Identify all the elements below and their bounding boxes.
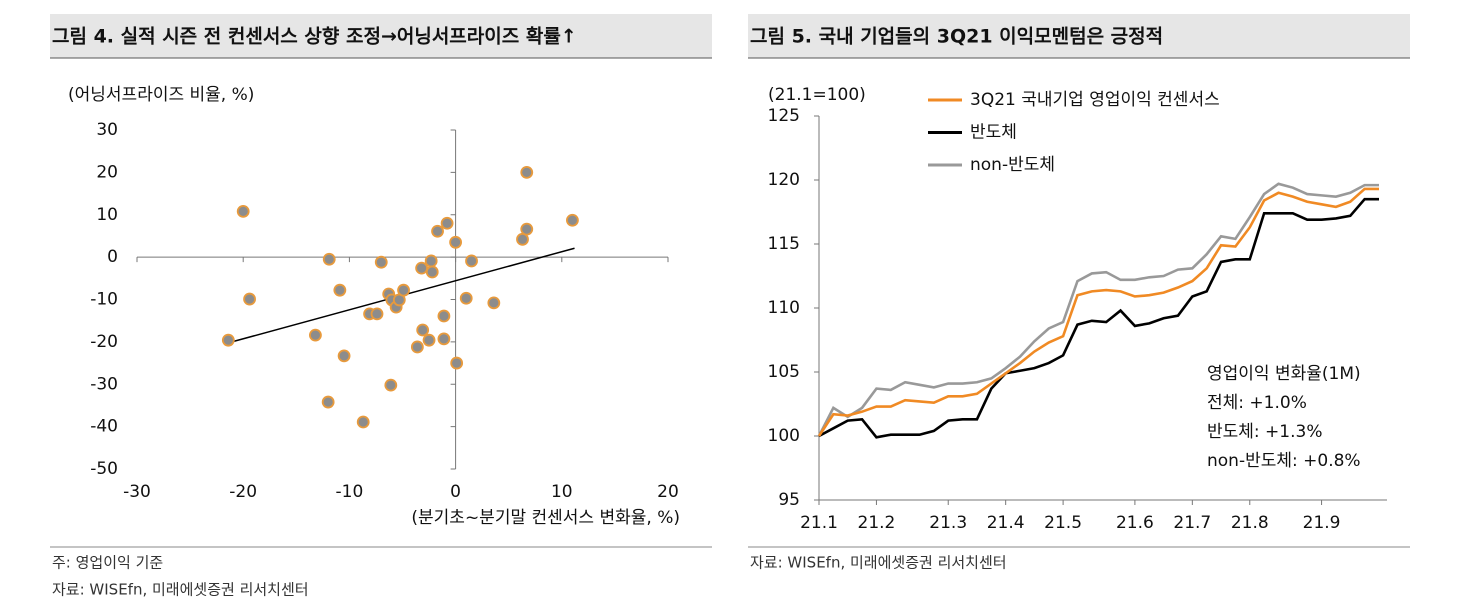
x-tick-label: -30 bbox=[123, 482, 151, 502]
scatter-point bbox=[236, 204, 250, 218]
header-band bbox=[748, 14, 1410, 58]
x-axis-label: (분기초~분기말 컨센서스 변화율, %) bbox=[411, 508, 680, 528]
scatter-point bbox=[459, 291, 473, 305]
scatter-point bbox=[374, 255, 388, 269]
y-tick-label: -40 bbox=[90, 417, 118, 437]
y-tick-label: -20 bbox=[90, 332, 118, 352]
x-tick-label: 0 bbox=[450, 482, 461, 502]
annotation: 전체: +1.0% bbox=[1207, 393, 1307, 413]
legend-label: 3Q21 국내기업 영업이익 컨센서스 bbox=[970, 90, 1220, 110]
x-tick-label: 20 bbox=[657, 482, 679, 502]
scatter-point bbox=[437, 332, 451, 346]
y-tick-label: -50 bbox=[90, 459, 118, 479]
scatter-point bbox=[337, 349, 351, 363]
y-axis-label: (21.1=100) bbox=[768, 85, 866, 105]
x-tick-label: 21.2 bbox=[858, 513, 896, 533]
scatter-point bbox=[422, 333, 436, 347]
scatter-point bbox=[450, 356, 464, 370]
y-axis-label: (어닝서프라이즈 비율, %) bbox=[68, 85, 254, 105]
line bbox=[817, 187, 1379, 437]
annotation: 반도체: +1.3% bbox=[1207, 422, 1322, 442]
scatter-point bbox=[321, 395, 335, 409]
scatter-point bbox=[520, 222, 534, 236]
x-tick-label: 21.9 bbox=[1303, 513, 1341, 533]
scatter-point bbox=[322, 252, 336, 266]
y-tick-label: 110 bbox=[768, 298, 800, 318]
scatter-point bbox=[424, 254, 438, 268]
x-tick-label: 21.6 bbox=[1116, 513, 1154, 533]
x-tick-label: 21.1 bbox=[800, 513, 838, 533]
legend-label: non-반도체 bbox=[970, 155, 1055, 175]
line bbox=[817, 182, 1379, 437]
y-tick-label: -10 bbox=[90, 290, 118, 310]
y-tick-label: 115 bbox=[768, 234, 800, 254]
scatter-point bbox=[333, 283, 347, 297]
note: 자료: WISEfn, 미래에셋증권 리서치센터 bbox=[52, 581, 309, 599]
x-tick-label: -10 bbox=[336, 482, 364, 502]
scatter-point bbox=[416, 323, 430, 337]
x-tick-label: 21.5 bbox=[1044, 513, 1082, 533]
y-tick-label: 100 bbox=[768, 426, 800, 446]
chart-title: 그림 4. 실적 시즌 전 컨센서스 상향 조정→어닝서프라이즈 확률↑ bbox=[52, 25, 577, 48]
note: 주: 영업이익 기준 bbox=[52, 554, 163, 572]
scatter-point bbox=[437, 309, 451, 323]
x-tick-label: 10 bbox=[551, 482, 573, 502]
scatter-point bbox=[221, 333, 235, 347]
y-tick-label: 105 bbox=[768, 362, 800, 382]
scatter-point bbox=[425, 265, 439, 279]
x-tick-label: 21.7 bbox=[1173, 513, 1211, 533]
y-tick-label: 30 bbox=[96, 120, 118, 140]
header-band bbox=[50, 14, 712, 58]
scatter-point bbox=[440, 216, 454, 230]
scatter-point bbox=[384, 378, 398, 392]
scatter-point bbox=[415, 261, 429, 275]
y-tick-label: 0 bbox=[107, 247, 118, 267]
scatter-point bbox=[410, 340, 424, 354]
y-tick-label: 95 bbox=[778, 490, 800, 510]
annotation: 영업이익 변화율(1M) bbox=[1207, 364, 1361, 384]
y-tick-label: -30 bbox=[90, 374, 118, 394]
chart-title: 그림 5. 국내 기업들의 3Q21 이익모멘텀은 긍정적 bbox=[750, 26, 1163, 48]
y-tick-label: 125 bbox=[768, 106, 800, 126]
x-tick-label: 21.8 bbox=[1231, 513, 1269, 533]
scatter-point bbox=[397, 283, 410, 297]
y-tick-label: 20 bbox=[96, 162, 118, 182]
scatter-point bbox=[431, 224, 444, 238]
scatter-point bbox=[243, 292, 256, 306]
x-tick-label: 21.3 bbox=[929, 513, 967, 533]
scatter-point bbox=[356, 415, 370, 429]
scatter-point bbox=[465, 254, 478, 268]
scatter-point bbox=[520, 165, 534, 179]
scatter-point bbox=[370, 307, 384, 321]
y-tick-label: 10 bbox=[96, 205, 118, 225]
line bbox=[818, 197, 1379, 439]
scatter-point bbox=[487, 296, 501, 310]
y-tick-label: 120 bbox=[768, 170, 800, 190]
note: 자료: WISEfn, 미래에셋증권 리서치센터 bbox=[750, 554, 1007, 572]
x-tick-label: 21.4 bbox=[987, 513, 1025, 533]
scatter-point bbox=[566, 213, 579, 227]
x-tick-label: -20 bbox=[229, 482, 257, 502]
scatter-point bbox=[309, 328, 322, 342]
scatter-point bbox=[449, 235, 463, 249]
annotation: non-반도체: +0.8% bbox=[1207, 451, 1361, 471]
legend-label: 반도체 bbox=[970, 123, 1017, 143]
